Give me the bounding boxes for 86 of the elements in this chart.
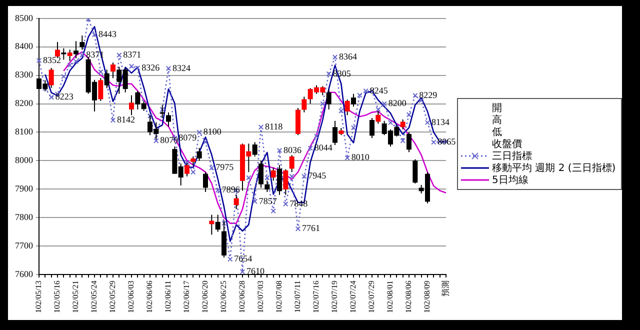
candlestick [302, 96, 307, 113]
candlestick [412, 158, 418, 184]
data-label: 8036 [284, 144, 302, 155]
data-label: 8326 [142, 62, 160, 72]
candlestick [351, 93, 356, 108]
candlestick [400, 118, 406, 130]
candlestick [196, 147, 202, 162]
y-tick-label: 8100 [15, 126, 34, 137]
data-label: 7654 [234, 254, 253, 264]
data-label: 8010 [351, 152, 370, 162]
y-tick-label: 7600 [15, 268, 34, 279]
data-label: 7848 [290, 198, 308, 208]
x-tick-label: 102/07/24 [348, 280, 358, 314]
x-tick-label: 102/05/24 [90, 280, 99, 314]
x-tick-label: 102/07/03 [256, 280, 266, 314]
data-label: 7857 [258, 196, 278, 206]
x-tick-label: 102/05/21 [71, 280, 80, 314]
x-tick-label: 102/06/20 [200, 280, 210, 314]
data-label: 7975 [216, 162, 234, 172]
legend-label: 5日均線 [492, 174, 528, 187]
x-tick-label: 102/06/17 [182, 280, 192, 314]
x-tick-label: 102/06/28 [238, 280, 247, 314]
x-tick-label: 預測 [441, 280, 450, 297]
x-tick-label: 102/06/11 [164, 280, 173, 313]
data-label: 8200 [388, 98, 407, 108]
data-label: 7761 [302, 223, 320, 234]
candlestick [289, 154, 294, 173]
candlestick [80, 34, 85, 50]
data-label: 8245 [370, 85, 388, 96]
candlestick [332, 120, 338, 146]
y-tick-label: 8300 [15, 70, 34, 80]
x-tick-label: 102/07/11 [293, 280, 302, 313]
candlestick [370, 118, 374, 138]
data-label: 8371 [123, 49, 142, 60]
legend-label: 移動平均 週期 2 (三日指標) [492, 162, 616, 175]
x-tick-label: 102/05/16 [52, 280, 62, 314]
text: 低 [492, 126, 502, 139]
candlestick [166, 112, 171, 128]
text: 收盤價 [492, 138, 522, 150]
x-tick-label: 102/06/03 [126, 280, 136, 314]
candlestick [326, 89, 332, 110]
candlestick [277, 164, 282, 196]
candlestick [264, 180, 270, 193]
x-tick-label: 102/05/29 [108, 280, 118, 314]
x-tick-label: 102/07/19 [330, 280, 340, 314]
candlestick [203, 172, 208, 193]
legend-label: 三日指標 [492, 150, 532, 163]
candlestick [215, 214, 220, 232]
x-tick-label: 102/06/06 [145, 280, 154, 314]
candlestick [61, 48, 66, 60]
x-tick-label: 102/08/06 [404, 280, 414, 314]
candlestick [258, 160, 264, 188]
x-tick-label: 102/07/29 [367, 280, 376, 314]
data-label: 8229 [419, 90, 438, 100]
data-label: 7945 [308, 170, 327, 181]
candlestick [406, 132, 412, 153]
data-label: 8352 [43, 54, 61, 65]
y-tick-label: 7900 [15, 184, 34, 194]
data-label: 8364 [339, 51, 358, 62]
candlestick [234, 194, 239, 210]
candlestick [74, 40, 78, 59]
x-tick-label: 102/07/16 [312, 280, 321, 314]
y-tick-label: 7800 [15, 212, 34, 222]
x-tick-label: 102/07/08 [274, 280, 284, 314]
y-tick-label: 8400 [15, 41, 34, 52]
data-label: 8324 [172, 62, 191, 73]
data-label: 8118 [265, 121, 284, 132]
data-label: 8443 [98, 28, 117, 39]
y-tick-label: 8500 [15, 12, 34, 23]
data-label: 8079 [178, 132, 198, 143]
x-tick-label: 102/08/09 [422, 280, 432, 314]
candlestick [252, 142, 258, 157]
data-label: 7896 [222, 184, 240, 195]
data-label: 8134 [432, 116, 450, 127]
x-tick-label: 102/05/13 [34, 280, 44, 314]
x-tick-label: 102/08/01 [386, 280, 395, 314]
data-label: 8142 [117, 114, 135, 125]
data-label: 8223 [55, 92, 74, 102]
text: 高 [492, 114, 502, 127]
y-tick-label: 8200 [15, 98, 34, 108]
data-label: 7610 [246, 266, 265, 276]
x-tick-label: 102/06/25 [219, 280, 228, 314]
text: 開 [492, 102, 502, 114]
y-tick-label: 8000 [15, 155, 34, 166]
y-tick-label: 7700 [15, 240, 34, 250]
data-label: 8100 [203, 126, 222, 137]
